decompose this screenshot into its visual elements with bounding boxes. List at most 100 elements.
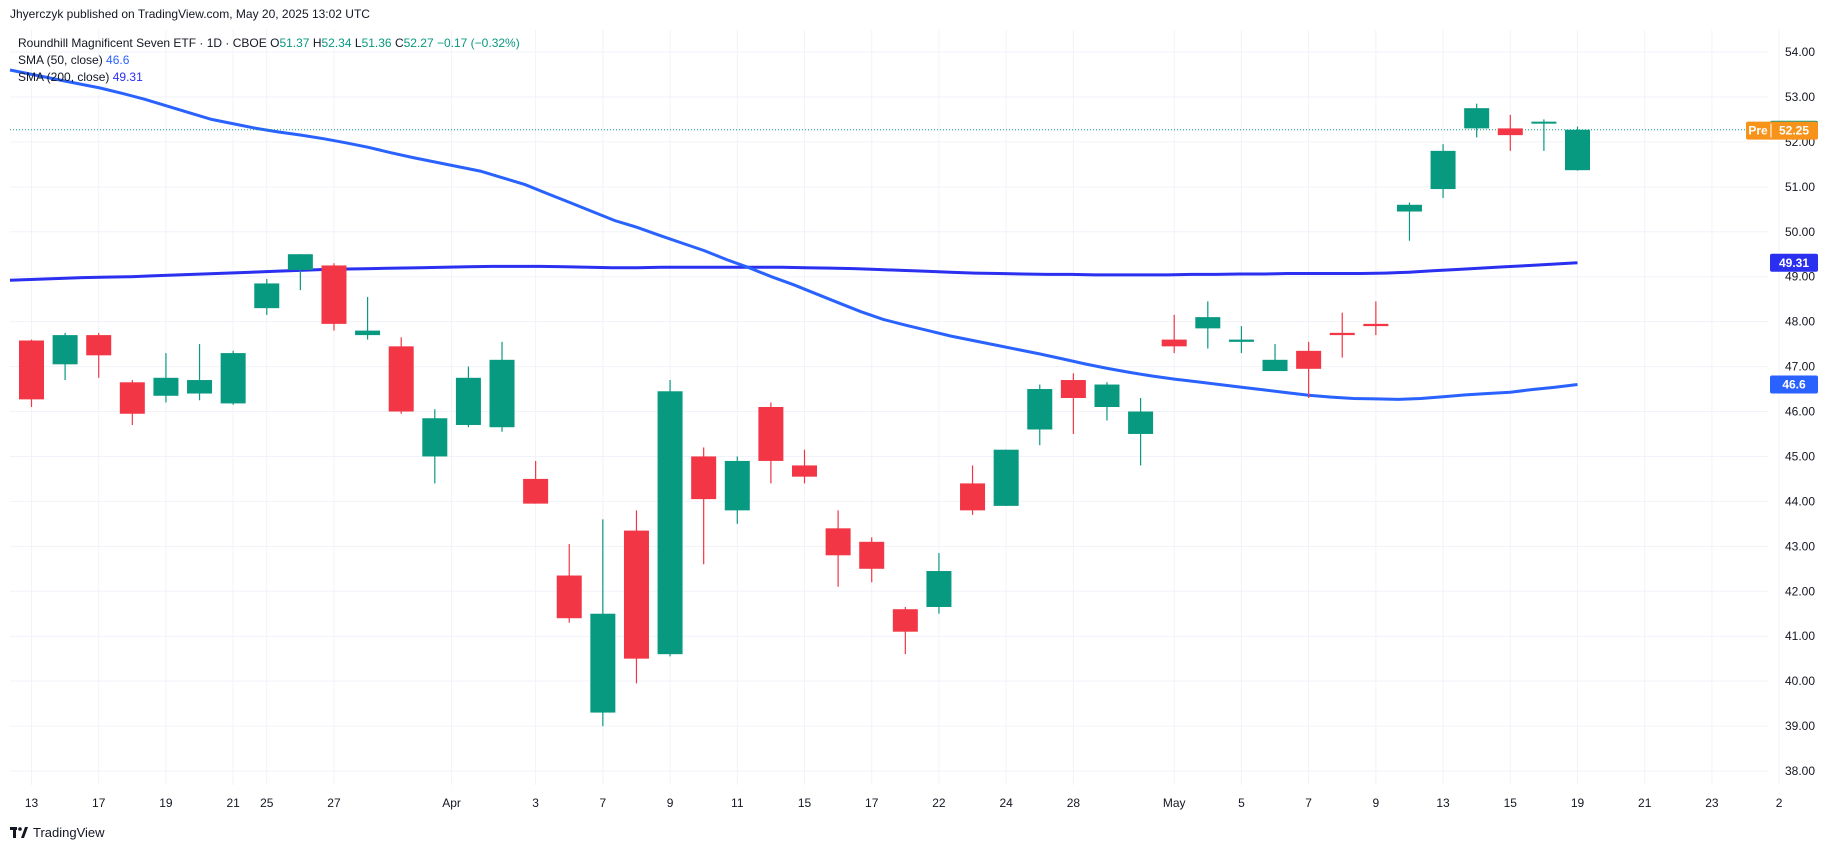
candle-body[interactable] [993,449,1019,506]
candle-body[interactable] [52,335,78,365]
y-tick-label: 51.00 [1785,180,1815,194]
y-tick-label: 38.00 [1785,764,1815,778]
x-tick-label: 15 [1504,796,1518,810]
close-label: C [394,36,404,50]
candle-body[interactable] [1262,359,1288,372]
x-tick-label: 28 [1067,796,1081,810]
candle-body[interactable] [1161,339,1187,347]
x-tick-label: Apr [442,796,461,810]
candle-body[interactable] [187,380,213,394]
candle-body[interactable] [926,571,952,607]
candle-body[interactable] [422,418,448,457]
pre-tag-value: 52.25 [1779,124,1809,138]
candle-body[interactable] [1565,129,1590,171]
y-tick-label: 42.00 [1785,584,1815,598]
sma200-row[interactable]: SMA (200, close) 49.31 [18,69,520,86]
x-tick-label: 11 [731,796,744,810]
candle-body[interactable] [657,391,683,655]
candle-body[interactable] [1329,332,1355,336]
candle-body[interactable] [1363,323,1389,327]
candle-body[interactable] [892,609,918,632]
footer-brand: TradingView [33,825,105,840]
y-tick-label: 39.00 [1785,719,1815,733]
low-label: L [354,36,362,50]
x-tick-label: May [1163,796,1186,810]
candle-body[interactable] [119,382,145,414]
y-tick-label: 47.00 [1785,360,1815,374]
candle-body[interactable] [321,265,347,324]
candle-body[interactable] [1060,380,1086,399]
x-tick-label: 3 [532,796,539,810]
y-tick-label: 53.00 [1785,90,1815,104]
change-value: −0.17 (−0.32%) [436,36,520,50]
x-tick-label: 24 [999,796,1013,810]
sma50-tag-bg [1770,375,1818,394]
sma50-label: SMA (50, close) [18,53,103,67]
candle-body[interactable] [1396,204,1422,212]
candle-body[interactable] [153,377,179,396]
x-tick-label: 21 [1638,796,1652,810]
x-tick-label: 7 [600,796,607,810]
candle-body[interactable] [556,575,582,619]
candle-body[interactable] [1497,128,1523,136]
pre-tag-label: Pre [1748,124,1768,138]
y-tick-label: 49.00 [1785,270,1815,284]
y-tick-label: 54.00 [1785,45,1815,59]
candle-body[interactable] [19,340,44,400]
candle-body[interactable] [724,460,750,511]
candle-body[interactable] [455,377,481,425]
candle-body[interactable] [1464,108,1490,129]
candle-body[interactable] [1027,389,1053,430]
candle-body[interactable] [489,359,515,428]
x-tick-label: 23 [1705,796,1719,810]
publisher-line: Jhyerczyk published on TradingView.com, … [10,7,370,21]
candle-body[interactable] [623,530,649,659]
candle-body[interactable] [1128,411,1154,434]
x-tick-label: 15 [798,796,812,810]
candle-body[interactable] [388,346,414,412]
x-tick-label: 17 [865,796,879,810]
candle-body[interactable] [792,465,817,477]
sma50-line[interactable] [9,68,1578,401]
tradingview-logo-icon [10,827,28,838]
high-label: H [312,36,322,50]
sma200-line[interactable] [9,261,1578,282]
candle-body[interactable] [86,335,112,356]
y-tick-label: 46.00 [1785,405,1815,419]
candle-body[interactable] [254,283,280,309]
price-chart[interactable]: 54.0053.0052.0051.0050.0049.0048.0047.00… [0,26,1835,816]
candle-body[interactable] [1094,384,1120,408]
x-tick-label: 25 [260,796,274,810]
x-tick-label: 9 [1373,796,1380,810]
chart-legend: Roundhill Magnificent Seven ETF · 1D · C… [18,35,520,86]
x-tick-label: 22 [932,796,946,810]
x-tick-label: 27 [327,796,341,810]
sma200-tag-text: 49.31 [1779,256,1809,270]
candle-body[interactable] [960,483,986,511]
open-label: O [270,36,280,50]
candle-body[interactable] [1228,339,1254,342]
candle-body[interactable] [590,613,616,713]
candle-body[interactable] [1531,121,1557,124]
close-value: 52.27 [403,36,434,50]
candle-body[interactable] [758,407,784,461]
candle-body[interactable] [220,353,246,404]
candle-body[interactable] [355,330,381,336]
y-tick-label: 40.00 [1785,674,1815,688]
symbol-name[interactable]: Roundhill Magnificent Seven ETF · 1D · C… [18,36,267,50]
candle-body[interactable] [523,478,549,504]
y-tick-label: 50.00 [1785,225,1815,239]
candle-body[interactable] [691,456,717,500]
ohlc-row: Roundhill Magnificent Seven ETF · 1D · C… [18,35,520,52]
sma50-row[interactable]: SMA (50, close) 46.6 [18,52,520,69]
candle-body[interactable] [1430,150,1456,190]
candle-body[interactable] [1195,317,1221,329]
x-tick-label: 21 [226,796,240,810]
y-tick-label: 45.00 [1785,449,1815,463]
y-tick-label: 48.00 [1785,315,1815,329]
candle-body[interactable] [287,254,313,270]
candle-body[interactable] [859,541,885,569]
candle-body[interactable] [1296,350,1322,369]
sma200-label: SMA (200, close) [18,70,110,84]
candle-body[interactable] [825,528,851,556]
